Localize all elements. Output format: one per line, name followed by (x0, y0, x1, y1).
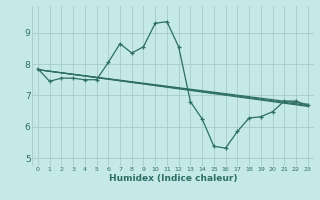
X-axis label: Humidex (Indice chaleur): Humidex (Indice chaleur) (108, 174, 237, 183)
